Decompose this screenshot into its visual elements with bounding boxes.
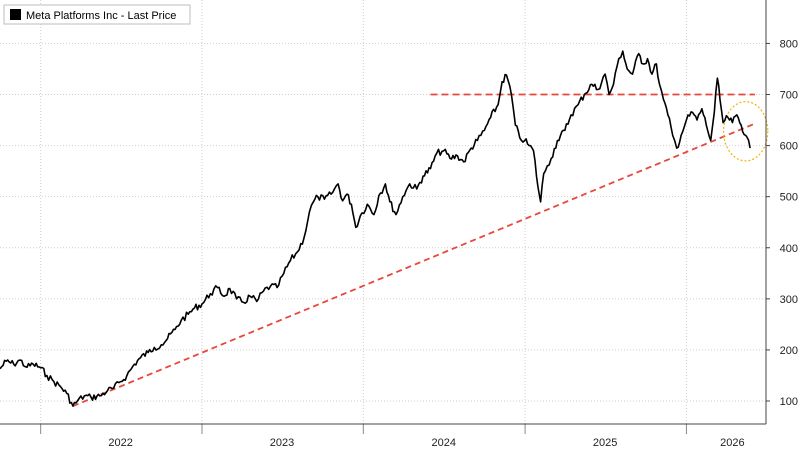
x-tick-label: 2022 (108, 437, 132, 449)
legend-swatch (10, 9, 21, 20)
support-trendline (72, 122, 756, 407)
y-tick-label: 100 (780, 396, 798, 408)
x-tick-label: 2026 (720, 437, 744, 449)
x-axis: 2022 2023 2024 2025 2026 (0, 423, 766, 449)
x-tick-label: 2025 (593, 437, 617, 449)
y-tick-label: 600 (780, 141, 798, 153)
x-tick-label: 2024 (432, 437, 456, 449)
y-tick-label: 400 (780, 243, 798, 255)
price-series-line (0, 50, 751, 407)
y-tick-label: 300 (780, 294, 798, 306)
annotations (72, 93, 769, 407)
legend-label: Meta Platforms Inc - Last Price (26, 10, 176, 22)
y-axis: 100 200 300 400 500 600 700 800 (765, 0, 798, 424)
y-tick-label: 800 (780, 38, 798, 50)
x-tick-label: 2023 (270, 437, 294, 449)
y-tick-label: 500 (780, 192, 798, 204)
y-tick-label: 700 (780, 90, 798, 102)
y-tick-label: 200 (780, 345, 798, 357)
highlight-circle (722, 101, 769, 162)
legend-box (3, 4, 191, 25)
legend: Meta Platforms Inc - Last Price (3, 4, 191, 25)
